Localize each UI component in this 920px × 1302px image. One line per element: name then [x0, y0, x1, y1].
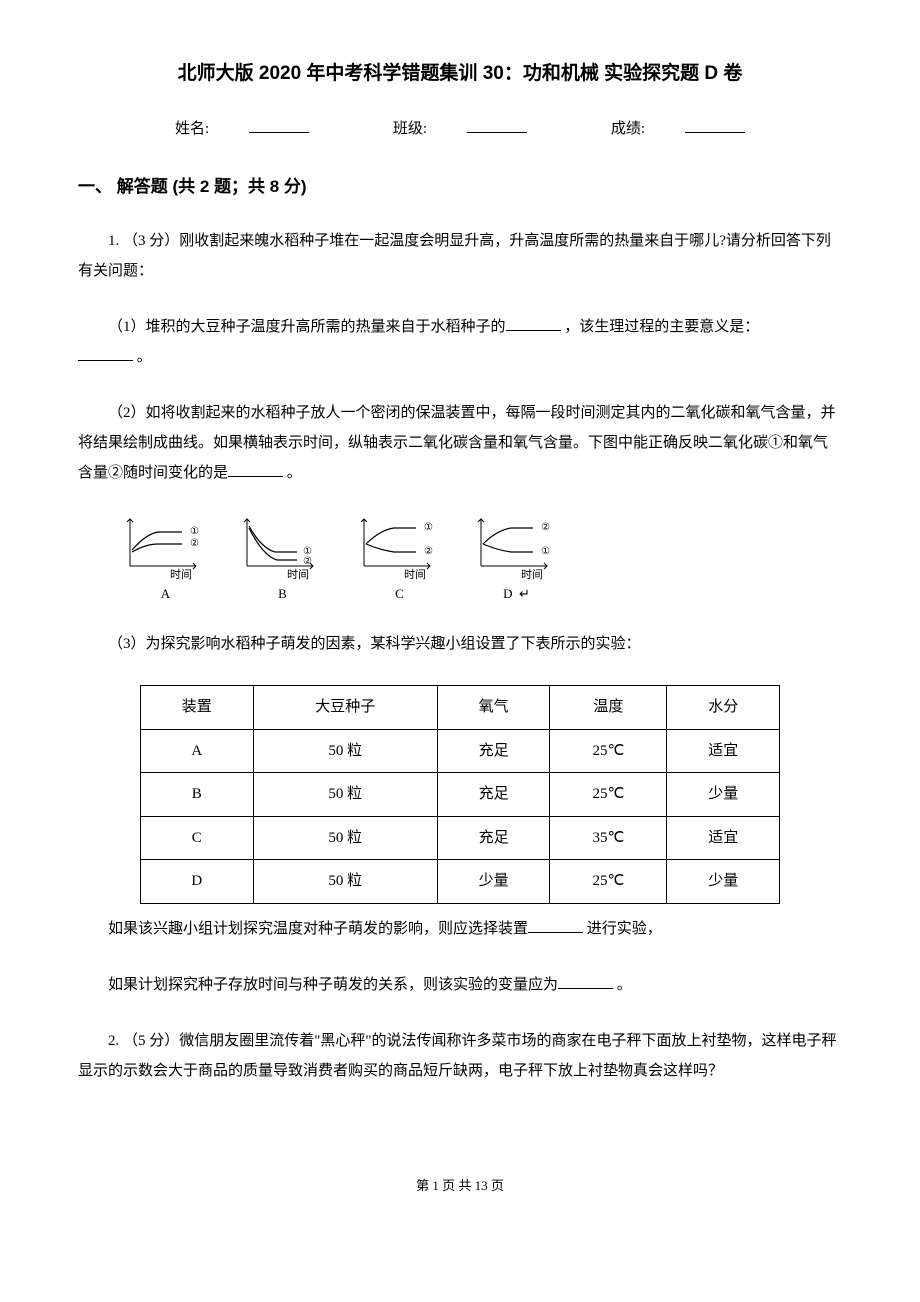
table-header: 水分: [667, 686, 780, 730]
svg-text:①: ①: [424, 522, 433, 533]
section-heading: 一、 解答题 (共 2 题；共 8 分): [78, 174, 842, 200]
q1-part3-line2: 如果计划探究种子存放时间与种子萌发的关系，则该实验的变量应为 。: [78, 970, 842, 1000]
chart-c: ① ② 时间 C: [352, 514, 447, 604]
table-header: 氧气: [437, 686, 550, 730]
table-header-row: 装置 大豆种子 氧气 温度 水分: [141, 686, 780, 730]
experiment-table: 装置 大豆种子 氧气 温度 水分 A50 粒充足25℃适宜B50 粒充足25℃少…: [140, 685, 780, 904]
table-cell: 25℃: [550, 773, 667, 817]
table-row: B50 粒充足25℃少量: [141, 773, 780, 817]
table-cell: A: [141, 729, 254, 773]
answer-blank: [506, 315, 561, 331]
answer-blank: [228, 461, 283, 477]
q1-intro: 1. （3 分）刚收割起来魄水稻种子堆在一起温度会明显升高，升高温度所需的热量来…: [78, 226, 842, 286]
chart-b: ① ② 时间 B: [235, 514, 330, 604]
chart-label-a: A: [161, 584, 170, 604]
table-cell: 25℃: [550, 860, 667, 904]
table-cell: 少量: [437, 860, 550, 904]
chart-label-b: B: [278, 584, 287, 604]
q2-text: 2. （5 分）微信朋友圈里流传着"黑心秤"的说法传闻称许多菜市场的商家在电子秤…: [78, 1026, 842, 1086]
table-cell: C: [141, 816, 254, 860]
table-cell: 35℃: [550, 816, 667, 860]
q1-part2: （2）如将收割起来的水稻种子放人一个密闭的保温装置中，每隔一段时间测定其内的二氧…: [78, 398, 842, 488]
score-label: 成绩:: [591, 121, 765, 137]
table-cell: D: [141, 860, 254, 904]
table-cell: 50 粒: [253, 860, 437, 904]
table-cell: 25℃: [550, 729, 667, 773]
answer-blank: [558, 973, 613, 989]
table-row: A50 粒充足25℃适宜: [141, 729, 780, 773]
table-cell: B: [141, 773, 254, 817]
name-blank: [249, 115, 309, 133]
table-cell: 50 粒: [253, 773, 437, 817]
table-cell: 适宜: [667, 729, 780, 773]
table-cell: 50 粒: [253, 729, 437, 773]
chart-label-d: D ↵: [503, 584, 530, 604]
table-cell: 50 粒: [253, 816, 437, 860]
table-header: 温度: [550, 686, 667, 730]
chart-d: ② ① 时间 D ↵: [469, 514, 564, 604]
table-cell: 充足: [437, 773, 550, 817]
svg-text:①: ①: [541, 546, 550, 557]
svg-text:时间: 时间: [170, 568, 192, 581]
answer-blank: [528, 917, 583, 933]
q1-part3-line1: 如果该兴趣小组计划探究温度对种子萌发的影响，则应选择装置 进行实验，: [78, 914, 842, 944]
name-label: 姓名:: [155, 121, 329, 137]
table-cell: 充足: [437, 816, 550, 860]
svg-text:时间: 时间: [521, 568, 543, 581]
table-cell: 少量: [667, 773, 780, 817]
table-cell: 适宜: [667, 816, 780, 860]
score-blank: [685, 115, 745, 133]
page-footer: 第 1 页 共 13 页: [78, 1176, 842, 1196]
svg-text:时间: 时间: [404, 568, 426, 581]
table-row: D50 粒少量25℃少量: [141, 860, 780, 904]
student-info-line: 姓名: 班级: 成绩:: [78, 115, 842, 141]
page-title: 北师大版 2020 年中考科学错题集训 30：功和机械 实验探究题 D 卷: [78, 60, 842, 89]
table-header: 装置: [141, 686, 254, 730]
svg-text:②: ②: [424, 546, 433, 557]
chart-a: ① ② 时间 A: [118, 514, 213, 604]
table-row: C50 粒充足35℃适宜: [141, 816, 780, 860]
q1-part3-intro: （3）为探究影响水稻种子萌发的因素，某科学兴趣小组设置了下表所示的实验：: [78, 629, 842, 659]
class-blank: [467, 115, 527, 133]
svg-text:②: ②: [303, 556, 312, 567]
q1-part1: （1）堆积的大豆种子温度升高所需的热量来自于水稻种子的 ，该生理过程的主要意义是…: [78, 312, 842, 372]
table-header: 大豆种子: [253, 686, 437, 730]
charts-row: ① ② 时间 A ① ② 时间 B ① ②: [118, 514, 842, 604]
svg-text:②: ②: [190, 538, 199, 549]
svg-text:时间: 时间: [287, 568, 309, 581]
answer-blank: [78, 345, 133, 361]
chart-label-c: C: [395, 584, 404, 604]
svg-text:①: ①: [190, 526, 199, 537]
svg-text:②: ②: [541, 522, 550, 533]
table-cell: 少量: [667, 860, 780, 904]
class-label: 班级:: [373, 121, 547, 137]
table-cell: 充足: [437, 729, 550, 773]
